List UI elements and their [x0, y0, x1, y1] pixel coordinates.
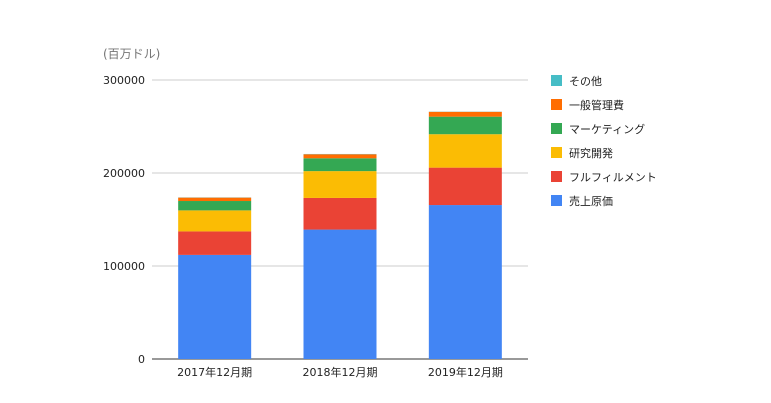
bar-segment	[178, 231, 252, 255]
bar-segment	[303, 158, 377, 172]
bar-segment	[303, 171, 377, 198]
bar-segment	[178, 197, 252, 202]
bar-segment	[428, 116, 502, 135]
bar-segment	[303, 229, 377, 359]
legend-label: その他	[569, 75, 602, 88]
legend-label: マーケティング	[569, 122, 645, 136]
legend-swatch	[551, 195, 562, 206]
legend-swatch	[551, 99, 562, 110]
bar-segment	[178, 210, 252, 232]
bar-segment	[303, 154, 377, 159]
x-tick-label: 2017年12月期	[177, 365, 252, 379]
bar-segment	[178, 254, 252, 359]
bar-segment	[428, 167, 502, 206]
legend-label: フルフィルメント	[569, 171, 657, 184]
y-axis-unit-label: (百万ドル)	[103, 47, 160, 61]
legend-label: 売上原価	[569, 195, 613, 208]
legend-swatch	[551, 75, 562, 86]
y-tick-label: 0	[138, 353, 145, 366]
bar-segment	[428, 134, 502, 168]
bar-segment	[428, 205, 502, 359]
y-tick-label: 300000	[103, 74, 145, 87]
legend-swatch	[551, 171, 562, 182]
y-tick-label: 100000	[103, 260, 145, 273]
x-tick-label: 2018年12月期	[303, 365, 378, 379]
legend-swatch	[551, 147, 562, 158]
x-axis-ticks: 2017年12月期 2018年12月期 2019年12月期	[177, 365, 503, 379]
legend-label: 一般管理費	[569, 98, 624, 112]
y-tick-label: 200000	[103, 167, 145, 180]
bar-segment	[303, 197, 377, 230]
bars	[178, 111, 502, 359]
bar-segment	[428, 111, 502, 117]
y-axis-ticks: 0 100000 200000 300000	[103, 74, 145, 366]
legend-label: 研究開発	[569, 146, 613, 160]
bar-segment	[178, 201, 252, 211]
legend-swatch	[551, 123, 562, 134]
x-tick-label: 2019年12月期	[428, 365, 503, 379]
